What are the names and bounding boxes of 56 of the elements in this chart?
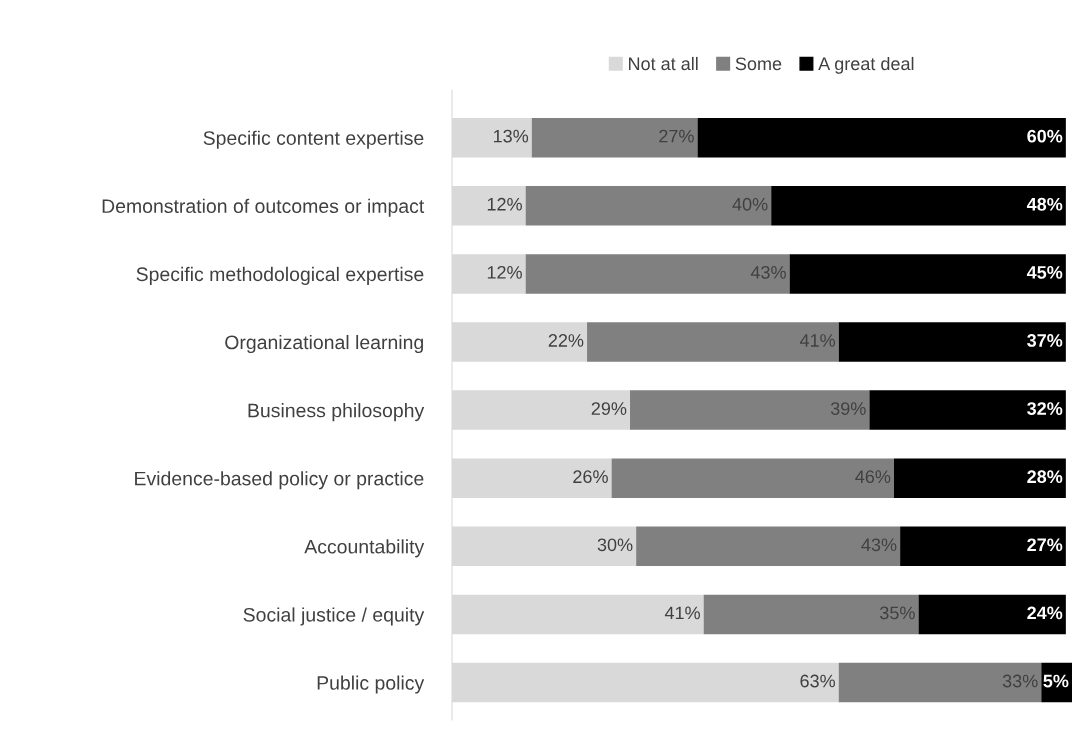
data-label: 13% (493, 129, 529, 143)
data-label: 35% (880, 606, 915, 620)
bar (525, 186, 772, 226)
data-label: 43% (861, 538, 897, 552)
data-label: 48% (1026, 197, 1063, 211)
bar (703, 594, 919, 635)
data-label: 41% (664, 606, 700, 620)
data-label: 5% (1043, 674, 1069, 688)
data-label: 43% (750, 265, 786, 279)
legend-label: Not at all (629, 56, 698, 71)
bar (789, 254, 1066, 294)
data-label: 28% (1027, 470, 1063, 484)
bar (636, 526, 901, 567)
data-label: 29% (591, 402, 627, 415)
y-tick-label: Specific methodological expertise (136, 266, 424, 285)
data-label: 33% (1002, 674, 1038, 688)
data-label: 30% (597, 538, 633, 552)
bar (630, 390, 870, 430)
data-label: 40% (732, 197, 768, 211)
data-label: 27% (659, 129, 694, 143)
data-label: 32% (1027, 402, 1063, 415)
data-label: 46% (855, 470, 891, 484)
data-label: 37% (1027, 334, 1063, 347)
bar (918, 594, 1066, 635)
bar (525, 254, 790, 294)
y-tick-label: Business philosophy (248, 403, 425, 422)
data-label: 39% (830, 402, 866, 415)
y-tick-label: Evidence-based policy or practice (135, 471, 424, 490)
y-tick-label: Organizational learning (225, 334, 423, 354)
y-tick-label: Demonstration of outcomes or impact (102, 198, 425, 217)
legend-label: Some (735, 57, 782, 71)
data-label: 24% (1027, 606, 1063, 620)
bar (531, 117, 698, 158)
data-label: 12% (487, 265, 522, 279)
data-label: 22% (548, 334, 584, 347)
data-label: 26% (573, 470, 608, 484)
data-label: 63% (800, 674, 836, 688)
bar (900, 526, 1066, 567)
data-label: 41% (799, 334, 836, 347)
y-tick-label: Specific content expertise (203, 130, 424, 149)
data-label: 27% (1027, 538, 1063, 552)
data-label: 60% (1027, 129, 1063, 143)
bar (869, 390, 1066, 430)
bar (697, 117, 1066, 158)
y-tick-label: Public policy (317, 675, 425, 694)
data-label: 45% (1026, 266, 1063, 279)
bar (838, 662, 1042, 703)
y-tick-label: Social justice / equity (243, 607, 425, 626)
data-label: 12% (487, 197, 522, 211)
bar (587, 322, 839, 362)
bar (838, 322, 1066, 362)
bar (611, 458, 894, 498)
legend-label: A great deal (818, 56, 914, 74)
bar (771, 186, 1066, 226)
bar (893, 458, 1066, 498)
y-tick-label: Accountability (304, 539, 425, 558)
